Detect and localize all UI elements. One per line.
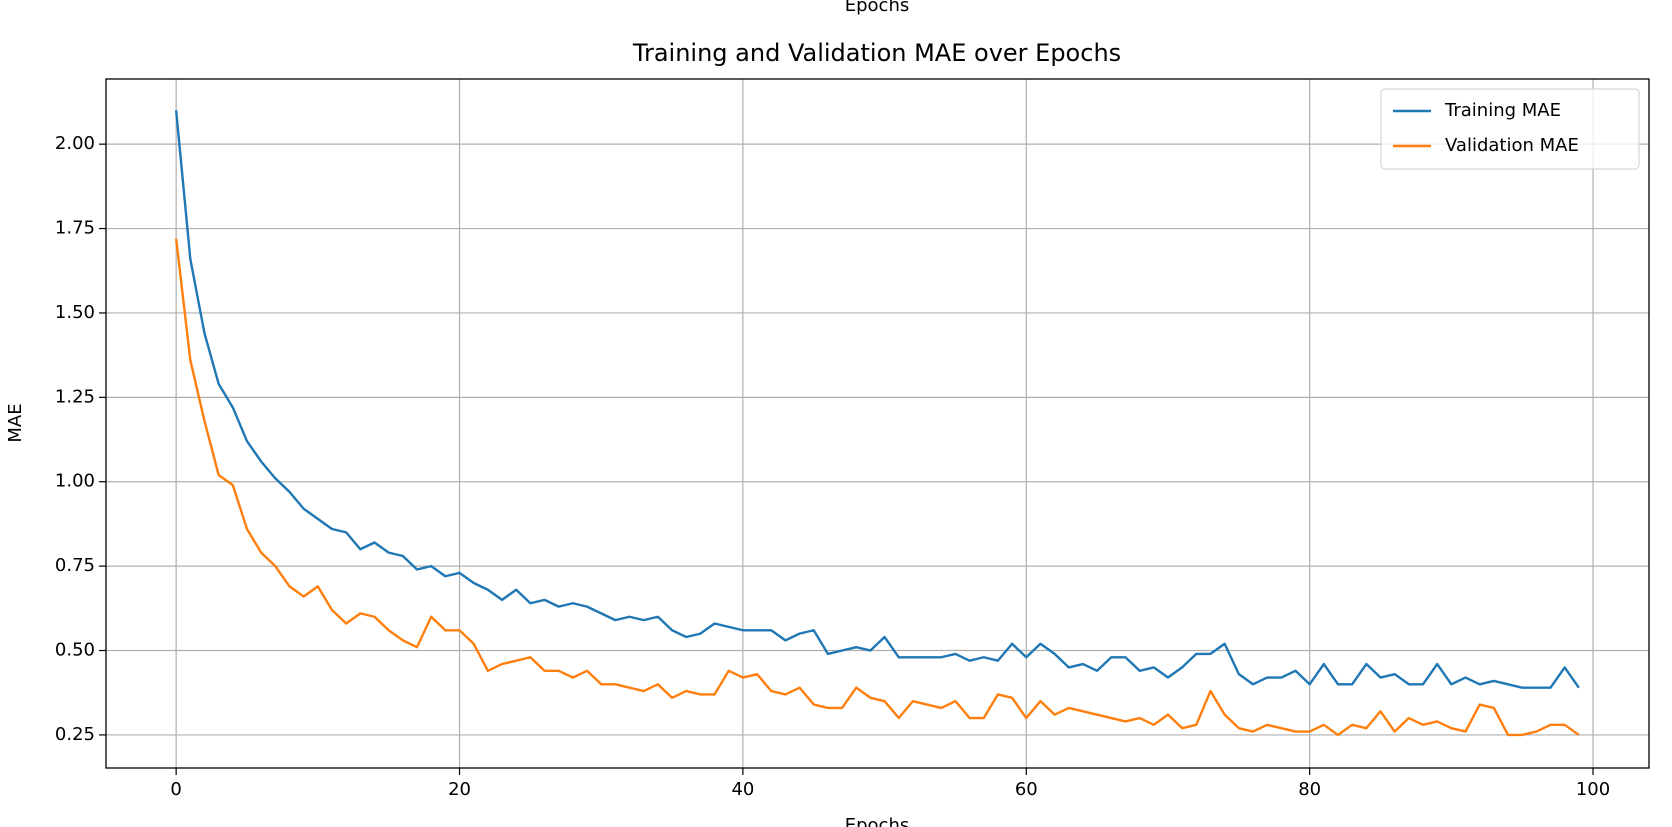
legend: Training MAE Validation MAE [1380,88,1640,170]
y-tick-label: 1.00 [55,471,95,492]
chart-title: Training and Validation MAE over Epochs [632,39,1121,67]
x-axis-label: Epochs [845,815,910,827]
legend-box [1380,88,1640,170]
y-tick-label: 1.25 [55,386,95,407]
legend-label: Training MAE [1444,100,1561,121]
x-tick-label: 100 [1576,779,1610,800]
x-tick-label: 20 [448,779,471,800]
data-line [174,238,1580,737]
x-tick-label: 40 [731,779,754,800]
y-tick-label: 1.50 [55,302,95,323]
y-tick-label: 0.50 [55,640,95,661]
y-tick-label: 2.00 [55,133,95,154]
x-tick-label: 60 [1015,779,1038,800]
y-tick-label: 1.75 [55,218,95,239]
y-tick-label: 0.75 [55,555,95,576]
data-line [174,110,1580,689]
x-tick-label: 80 [1298,779,1321,800]
legend-label: Validation MAE [1445,135,1579,156]
x-tick-label: 0 [170,779,181,800]
cropped-label: Epochs [845,0,910,16]
plot-frame [105,78,1650,769]
y-axis-label: MAE [5,403,26,442]
y-tick-label: 0.25 [55,724,95,745]
